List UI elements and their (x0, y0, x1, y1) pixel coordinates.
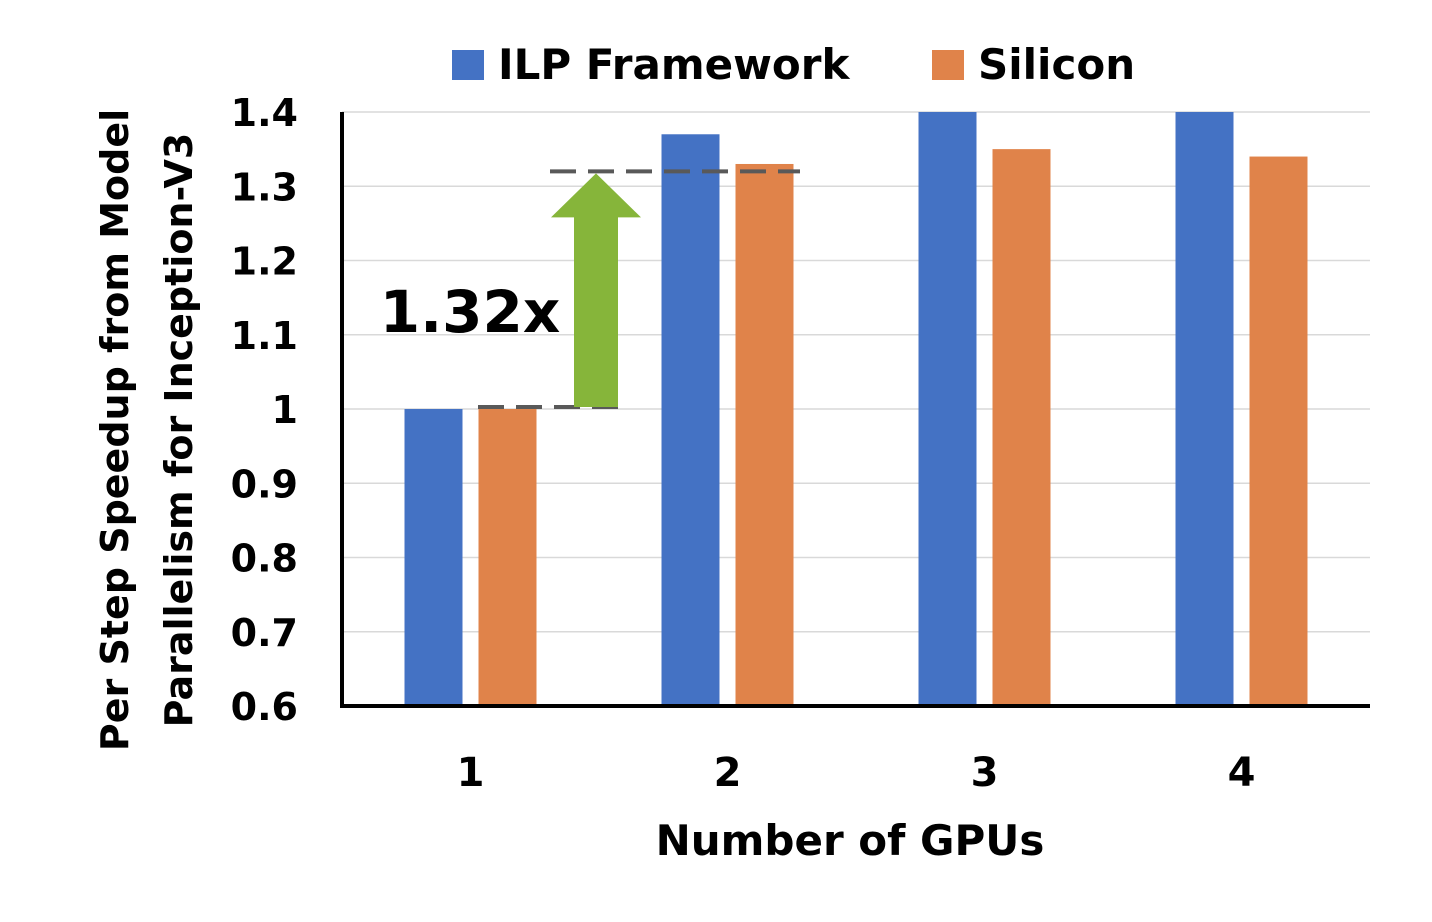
y-axis-label-line-1: Per Step Speedup from Model (93, 109, 137, 751)
speedup-annotation-label: 1.32x (380, 278, 561, 346)
y-tick-label: 1.3 (231, 165, 298, 209)
x-tick-label: 3 (971, 750, 999, 796)
x-axis-label: Number of GPUs (656, 816, 1045, 865)
bar-ilp-framework-4 (1175, 112, 1234, 706)
y-tick-label: 1.2 (231, 240, 298, 284)
legend-label: Silicon (978, 40, 1135, 89)
bar-silicon-4 (1249, 156, 1308, 707)
bar-silicon-1 (478, 409, 537, 706)
x-tick-label: 4 (1228, 750, 1256, 796)
bar-silicon-2 (735, 163, 794, 707)
legend-label: ILP Framework (498, 40, 850, 89)
x-tick-label: 1 (457, 750, 485, 796)
y-axis-label-line-2: Parallelism for Inception-V3 (157, 133, 201, 728)
speedup-arrow (551, 173, 641, 407)
y-tick-labels: 0.6 0.7 0.8 0.9 1 1.1 1.2 1.3 1.4 (231, 91, 298, 729)
x-tick-label: 2 (714, 750, 742, 796)
legend-swatch-ilp-framework (452, 50, 484, 80)
bar-ilp-framework-2 (661, 134, 720, 706)
y-tick-label: 1 (272, 388, 298, 432)
y-tick-label: 0.9 (231, 462, 298, 506)
y-tick-label: 0.8 (231, 537, 298, 581)
speedup-annotation: 1.32x (380, 169, 800, 409)
legend-swatch-silicon (932, 50, 964, 80)
y-tick-label: 0.7 (231, 611, 298, 655)
bars (404, 112, 1308, 707)
bar-silicon-3 (992, 149, 1051, 706)
bar-ilp-framework-3 (918, 112, 977, 706)
y-tick-label: 0.6 (231, 685, 298, 729)
bar-ilp-framework-1 (404, 409, 463, 706)
y-axis-label: Per Step Speedup from Model Parallelism … (93, 109, 201, 751)
axes (340, 112, 1370, 708)
y-tick-label: 1.1 (231, 314, 298, 358)
y-tick-label: 1.4 (231, 91, 298, 135)
legend: ILP Framework Silicon (452, 40, 1135, 89)
x-tick-labels: 1 2 3 4 (457, 750, 1256, 796)
